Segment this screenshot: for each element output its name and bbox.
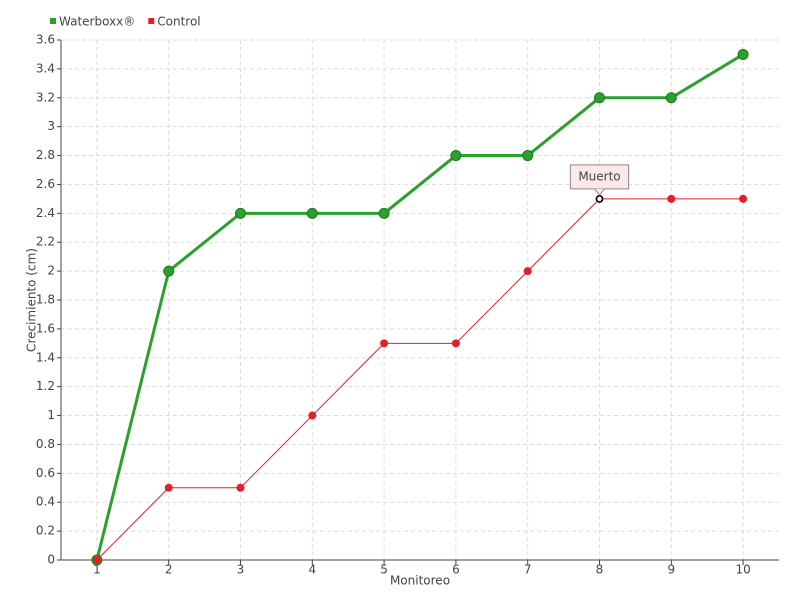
legend-label: Control: [157, 15, 200, 29]
annotation-box: [569, 164, 630, 190]
data-point: [380, 339, 389, 348]
data-point: [308, 411, 317, 420]
annotation-point: [595, 195, 604, 203]
y-tick-label: 2.4: [36, 206, 55, 220]
y-tick-label: 2: [47, 264, 55, 278]
y-tick-label: 3.2: [36, 90, 55, 104]
y-tick-label: 2.8: [36, 148, 55, 162]
y-tick-label: 1: [47, 408, 55, 422]
x-tick-label: 5: [380, 563, 388, 577]
x-tick-label: 3: [237, 563, 245, 577]
x-tick-label: 4: [308, 563, 316, 577]
x-tick-label: 7: [524, 563, 532, 577]
data-point: [450, 150, 462, 162]
x-tick-label: 10: [735, 563, 750, 577]
data-point: [378, 207, 390, 219]
data-point: [451, 339, 460, 348]
annotation: Muerto: [569, 164, 630, 196]
data-point: [163, 265, 175, 277]
y-tick-label: 2.6: [36, 177, 55, 191]
y-tick-label: 0.4: [36, 495, 55, 509]
data-point: [737, 48, 749, 60]
y-tick-label: 3.4: [36, 61, 55, 75]
x-tick-label: 1: [93, 563, 101, 577]
series-line: [96, 198, 744, 561]
y-tick-label: 3: [47, 119, 55, 133]
data-point: [306, 207, 318, 219]
data-point: [665, 92, 677, 104]
data-point: [164, 483, 173, 492]
x-tick-label: 9: [667, 563, 675, 577]
legend-swatch: [50, 18, 56, 24]
data-point: [92, 556, 101, 564]
data-point: [667, 194, 676, 203]
y-tick-label: 3.6: [36, 33, 55, 47]
data-point: [235, 207, 246, 219]
y-tick-label: 0.6: [36, 466, 55, 480]
data-point: [236, 483, 245, 492]
x-tick-label: 8: [596, 563, 604, 577]
data-point: [739, 194, 748, 203]
x-axis-label: Monitoreo: [390, 574, 450, 588]
x-tick-label: 2: [165, 563, 173, 577]
data-point: [523, 267, 532, 276]
y-tick-label: 1.4: [36, 350, 55, 364]
y-tick-label: 0.2: [36, 524, 55, 538]
series-line: [95, 53, 744, 561]
y-tick-label: 1.8: [36, 293, 55, 307]
y-tick-label: 1.2: [36, 379, 55, 393]
x-tick-label: 6: [452, 563, 460, 577]
data-point: [522, 150, 534, 162]
data-point: [594, 92, 605, 104]
y-tick-label: 0.8: [36, 437, 55, 451]
y-tick-label: 2.2: [36, 235, 55, 249]
y-axis-label: Crecimiento (cm): [25, 248, 39, 352]
y-tick-label: 0: [47, 553, 55, 567]
legend-swatch: [148, 18, 155, 24]
y-tick-label: 1.6: [36, 321, 55, 335]
annotation-text: Muerto: [578, 169, 620, 183]
annotation-pointer: [594, 188, 605, 196]
legend-label: Waterboxx®: [59, 15, 135, 29]
